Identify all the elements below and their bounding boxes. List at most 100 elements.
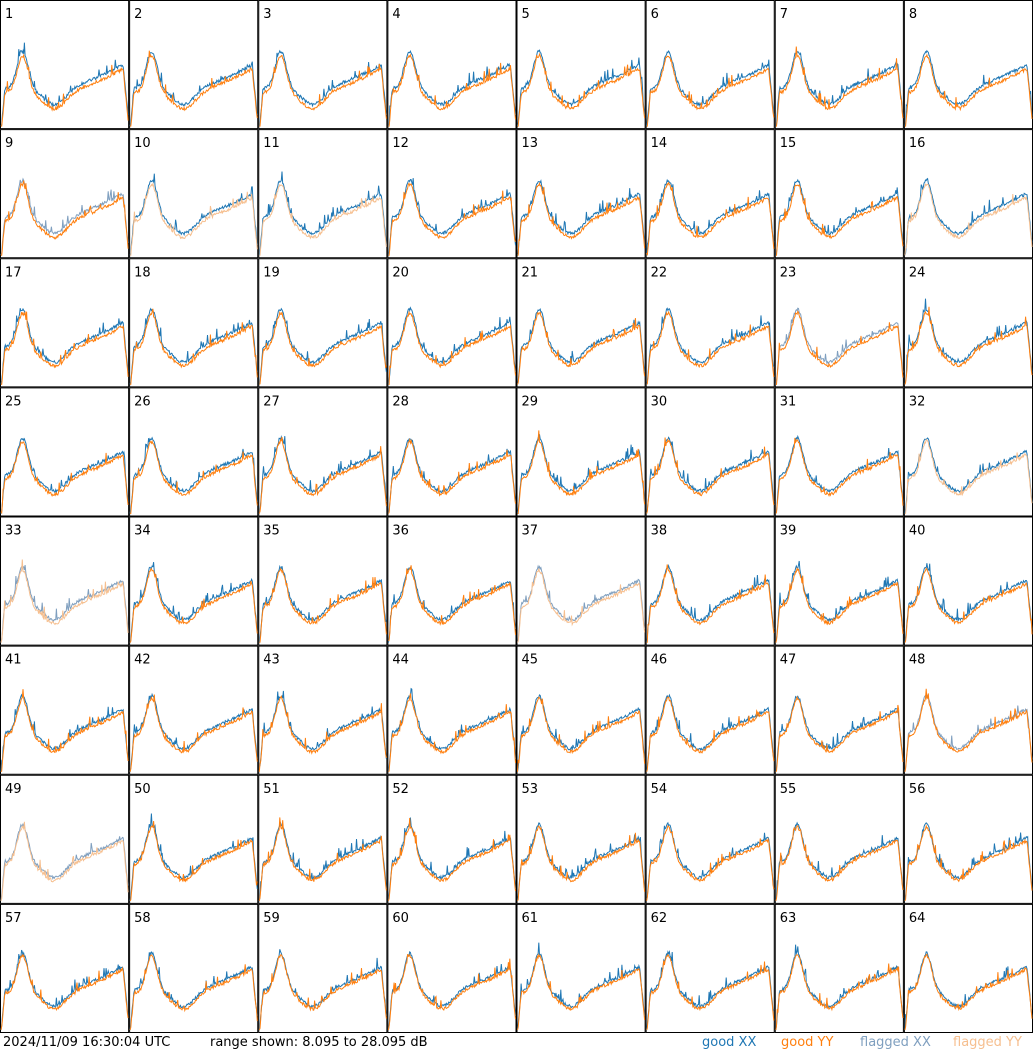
panel-51: 51	[258, 774, 388, 904]
spectrum-xx-good	[517, 307, 646, 385]
panel-3: 3	[258, 0, 388, 130]
spectrum-yy-good	[775, 566, 904, 643]
spectrum-yy-good	[517, 430, 646, 514]
panel-31: 31	[774, 387, 904, 517]
panel-label: 15	[780, 136, 797, 151]
panel-label: 35	[263, 524, 280, 539]
panel-37: 37	[516, 516, 646, 646]
spectrum-yy-flagged	[904, 183, 1033, 256]
spectrum-xx-good	[129, 173, 258, 256]
panel-frame	[0, 645, 130, 775]
panel-label: 57	[5, 911, 22, 926]
spectrum-xx-good	[646, 949, 775, 1031]
panel-frame	[774, 129, 904, 259]
panel-label: 55	[780, 782, 797, 797]
panel-frame	[129, 387, 259, 517]
spectrum-xx-good	[0, 42, 129, 127]
panel-8: 8	[903, 0, 1033, 130]
spectrum-yy-good	[258, 954, 387, 1031]
panel-frame	[258, 0, 388, 130]
panel-frame	[645, 258, 775, 388]
panel-label: 41	[5, 653, 22, 668]
panel-64: 64	[903, 903, 1033, 1033]
panel-frame	[0, 258, 130, 388]
spectrum-yy-flagged	[259, 183, 387, 256]
spectrum-yy-good	[0, 953, 129, 1031]
panel-12: 12	[387, 129, 517, 259]
spectrum-xx-good	[129, 813, 258, 901]
panel-label: 49	[5, 782, 22, 797]
spectrum-yy-good	[904, 306, 1033, 385]
panel-label: 26	[134, 394, 151, 409]
spectrum-yy-good	[517, 52, 646, 127]
panel-62: 62	[645, 903, 775, 1033]
panel-45: 45	[516, 645, 646, 775]
spectrum-xx-good	[258, 49, 387, 127]
panel-label: 21	[522, 265, 539, 280]
spectrum-xx-good	[775, 178, 904, 256]
spectrum-yy-good	[646, 696, 775, 772]
panel-frame	[774, 387, 904, 517]
panel-label: 39	[780, 524, 797, 539]
spectrum-yy-flagged	[0, 559, 129, 643]
panel-frame	[129, 903, 259, 1033]
panel-label: 48	[909, 653, 926, 668]
panel-label: 29	[522, 394, 539, 409]
panel-30: 30	[645, 387, 775, 517]
panel-38: 38	[645, 516, 775, 646]
panel-label: 28	[392, 394, 409, 409]
panel-7: 7	[774, 0, 904, 130]
panel-frame	[516, 645, 646, 775]
spectrum-yy-good	[0, 440, 129, 515]
panel-frame	[903, 0, 1033, 130]
spectrum-yy-good	[646, 181, 775, 256]
panel-34: 34	[129, 516, 259, 646]
panel-13: 13	[516, 129, 646, 259]
panel-35: 35	[258, 516, 388, 646]
panel-label: 43	[263, 653, 280, 668]
panel-label: 52	[392, 782, 409, 797]
panel-46: 46	[645, 645, 775, 775]
panel-label: 4	[392, 7, 400, 22]
panel-label: 59	[263, 911, 280, 926]
panel-label: 58	[134, 911, 151, 926]
panel-label: 14	[651, 136, 668, 151]
spectrum-yy-good	[646, 825, 775, 901]
panel-20: 20	[387, 258, 517, 388]
spectrum-yy-good	[258, 817, 387, 902]
spectrum-xx-good	[0, 949, 129, 1031]
panel-15: 15	[774, 129, 904, 259]
panel-label: 62	[651, 911, 668, 926]
panel-60: 60	[387, 903, 517, 1033]
spectrum-yy-good	[904, 688, 1033, 772]
spectrum-xx-good	[904, 951, 1033, 1031]
panel-frame	[645, 645, 775, 775]
spectrum-xx-good	[387, 178, 516, 256]
spectrum-yy-good	[646, 55, 775, 127]
panel-label: 1	[5, 7, 13, 22]
spectrum-yy-good	[646, 310, 775, 385]
panel-label: 25	[5, 394, 22, 409]
panel-52: 52	[387, 774, 517, 904]
panel-22: 22	[645, 258, 775, 388]
spectrum-yy-good	[258, 436, 387, 514]
panel-label: 20	[392, 265, 409, 280]
panel-frame	[774, 0, 904, 130]
panel-frame	[645, 516, 775, 646]
panel-19: 19	[258, 258, 388, 388]
panel-frame	[387, 129, 517, 259]
panel-frame	[387, 0, 517, 130]
panel-41: 41	[0, 645, 130, 775]
panel-frame	[387, 645, 517, 775]
panel-label: 60	[392, 911, 409, 926]
panel-42: 42	[129, 645, 259, 775]
range-label: range shown: 8.095 to 28.095 dB	[210, 1035, 428, 1050]
panel-label: 16	[909, 136, 926, 151]
panel-5: 5	[516, 0, 646, 130]
spectrum-yy-good	[130, 439, 258, 514]
panel-label: 63	[780, 911, 797, 926]
panel-24: 24	[903, 258, 1033, 388]
panel-frame	[387, 516, 517, 646]
panel-29: 29	[516, 387, 646, 517]
panel-47: 47	[774, 645, 904, 775]
